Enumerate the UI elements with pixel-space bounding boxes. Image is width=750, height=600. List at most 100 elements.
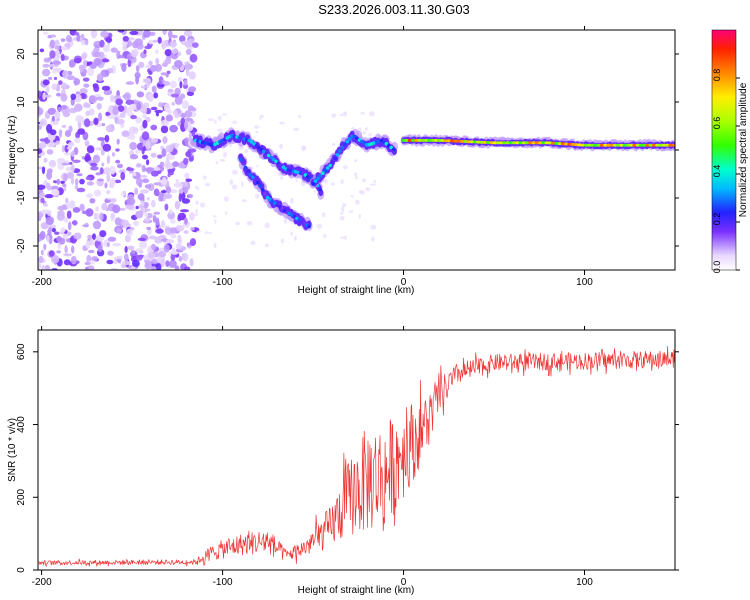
snr-y-axis: 0 200 400 600 xyxy=(16,343,679,573)
spectrogram-heatmap xyxy=(38,30,675,270)
noise-blob xyxy=(184,217,188,225)
noise-blob xyxy=(68,141,75,147)
noise-blob xyxy=(41,68,51,77)
noise-blob xyxy=(154,63,162,72)
noise-blob xyxy=(177,234,182,243)
noise-blob xyxy=(89,162,98,167)
noise-blob xyxy=(171,48,178,55)
noise-blob xyxy=(143,217,151,223)
x-tick-label: 0 xyxy=(401,277,407,288)
noise-blob xyxy=(107,236,117,242)
noise-blob xyxy=(174,200,181,210)
noise-blob xyxy=(147,228,152,236)
noise-blob xyxy=(160,258,165,267)
noise-blob xyxy=(264,243,269,248)
noise-blob xyxy=(56,235,62,243)
noise-blob xyxy=(57,106,62,112)
noise-blob xyxy=(142,178,150,183)
noise-blob xyxy=(160,220,166,228)
noise-blob xyxy=(50,189,60,196)
noise-blob xyxy=(110,212,116,220)
noise-blob xyxy=(225,211,228,216)
noise-blob xyxy=(358,214,361,219)
noise-blob xyxy=(151,137,158,144)
noise-blob xyxy=(79,64,85,73)
noise-blob xyxy=(93,84,100,93)
noise-blob xyxy=(41,166,46,175)
noise-blob xyxy=(190,107,197,112)
noise-blob xyxy=(195,209,198,214)
noise-blob xyxy=(63,259,71,266)
noise-blob xyxy=(86,145,95,154)
noise-blob xyxy=(180,209,189,213)
noise-blob xyxy=(129,142,138,150)
noise-blob xyxy=(102,167,112,175)
noise-blob xyxy=(354,159,358,163)
noise-blob xyxy=(93,212,98,220)
noise-blob xyxy=(109,178,116,186)
track-core xyxy=(268,197,272,202)
noise-blob xyxy=(110,47,118,53)
noise-blob xyxy=(53,180,58,184)
noise-blob xyxy=(163,244,170,253)
noise-blob xyxy=(256,164,259,168)
noise-blob xyxy=(186,242,192,247)
noise-blob xyxy=(80,33,85,39)
noise-blob xyxy=(75,178,79,186)
noise-blob xyxy=(157,154,163,159)
noise-blob xyxy=(169,40,177,48)
noise-blob xyxy=(126,107,133,117)
noise-blob xyxy=(39,118,48,127)
noise-blob xyxy=(241,181,244,188)
noise-blob xyxy=(280,238,285,244)
noise-blob xyxy=(95,172,101,176)
noise-blob xyxy=(61,104,68,110)
noise-blob xyxy=(76,187,86,193)
noise-blob xyxy=(97,178,105,182)
noise-blob xyxy=(130,115,138,120)
noise-blob xyxy=(131,50,138,58)
noise-blob xyxy=(150,64,157,73)
noise-blob xyxy=(87,67,95,76)
noise-blob xyxy=(76,173,83,177)
noise-blob xyxy=(109,198,117,203)
noise-blob xyxy=(73,78,81,86)
noise-blob xyxy=(150,124,158,131)
noise-blob xyxy=(169,124,179,133)
noise-blob xyxy=(99,212,104,221)
noise-blob xyxy=(153,92,159,99)
noise-blob xyxy=(169,189,178,194)
noise-blob xyxy=(86,193,93,198)
noise-blob xyxy=(350,195,354,198)
noise-blob xyxy=(58,129,63,138)
noise-blob xyxy=(79,203,85,212)
noise-blob xyxy=(160,125,169,134)
x-tick-label: -100 xyxy=(213,277,233,288)
noise-blob xyxy=(101,203,108,211)
noise-blob xyxy=(121,260,131,266)
noise-blob xyxy=(155,228,164,234)
noise-blob xyxy=(92,154,101,164)
noise-blob xyxy=(126,134,136,140)
y-tick-label: 0 xyxy=(16,567,27,573)
noise-blob xyxy=(95,96,104,101)
noise-blob xyxy=(174,182,183,188)
noise-blob xyxy=(151,85,157,93)
x-tick-label: 0 xyxy=(401,577,407,588)
noise-blob xyxy=(61,82,68,90)
noise-blob xyxy=(58,80,63,85)
noise-blob xyxy=(106,173,111,183)
noise-blob xyxy=(122,94,130,99)
noise-blob xyxy=(143,30,151,38)
noise-blob xyxy=(79,88,88,95)
y-tick-label: -10 xyxy=(16,190,27,205)
noise-blob xyxy=(122,35,129,42)
noise-blob xyxy=(175,225,185,232)
noise-blob xyxy=(179,81,183,89)
noise-blob xyxy=(70,176,75,185)
noise-blob xyxy=(177,76,183,83)
noise-blob xyxy=(111,152,116,157)
noise-blob xyxy=(99,39,105,48)
noise-blob xyxy=(67,221,72,231)
noise-blob xyxy=(124,234,131,243)
